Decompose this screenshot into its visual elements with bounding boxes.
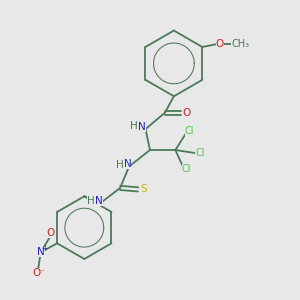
Text: H: H (130, 121, 138, 130)
Text: S: S (140, 184, 147, 194)
Text: O: O (33, 268, 41, 278)
Text: N: N (95, 196, 103, 206)
Text: O: O (215, 39, 224, 49)
Text: Cl: Cl (185, 126, 194, 136)
Text: O: O (183, 108, 191, 118)
Text: Cl: Cl (182, 164, 191, 174)
Text: Cl: Cl (195, 148, 205, 158)
Text: +: + (41, 244, 47, 253)
Text: N: N (124, 159, 131, 169)
Text: N: N (138, 122, 146, 132)
Text: H: H (87, 196, 95, 206)
Text: ⁻: ⁻ (40, 268, 45, 278)
Text: O: O (46, 228, 55, 238)
Text: CH₃: CH₃ (232, 39, 250, 49)
Text: H: H (116, 160, 123, 170)
Text: N: N (37, 247, 45, 257)
